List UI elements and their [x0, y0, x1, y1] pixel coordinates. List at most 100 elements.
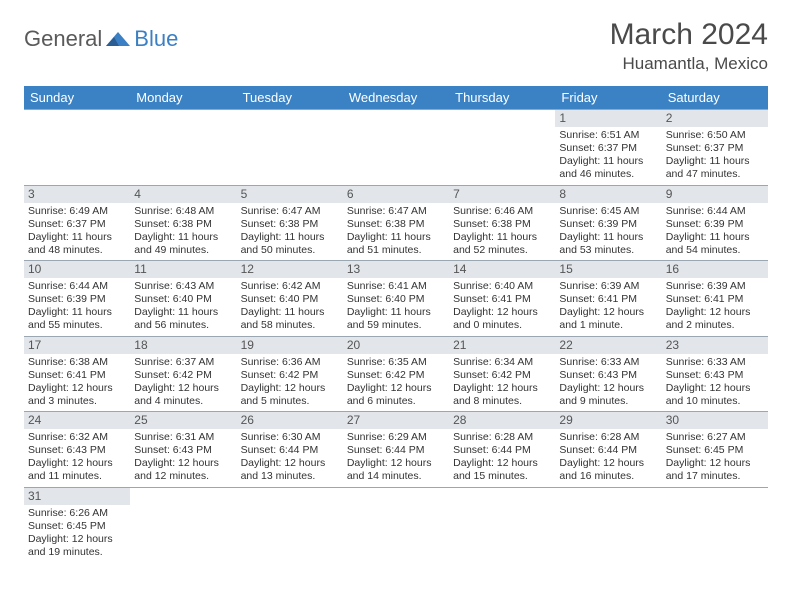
calendar-cell: 5Sunrise: 6:47 AMSunset: 6:38 PMDaylight…	[237, 185, 343, 261]
daylight-text-2: and 14 minutes.	[347, 470, 445, 483]
calendar-row: 24Sunrise: 6:32 AMSunset: 6:43 PMDayligh…	[24, 412, 768, 488]
day-number: 24	[24, 412, 130, 429]
day-number: 25	[130, 412, 236, 429]
daylight-text: Daylight: 11 hours	[347, 231, 445, 244]
daylight-text-2: and 55 minutes.	[28, 319, 126, 332]
sunset-text: Sunset: 6:45 PM	[28, 520, 126, 533]
sunrise-text: Sunrise: 6:38 AM	[28, 356, 126, 369]
daylight-text-2: and 10 minutes.	[666, 395, 764, 408]
daylight-text-2: and 54 minutes.	[666, 244, 764, 257]
daylight-text: Daylight: 12 hours	[347, 457, 445, 470]
calendar-cell: 17Sunrise: 6:38 AMSunset: 6:41 PMDayligh…	[24, 336, 130, 412]
calendar-cell: 11Sunrise: 6:43 AMSunset: 6:40 PMDayligh…	[130, 261, 236, 337]
daylight-text: Daylight: 12 hours	[666, 457, 764, 470]
calendar-cell: 21Sunrise: 6:34 AMSunset: 6:42 PMDayligh…	[449, 336, 555, 412]
calendar-cell: 28Sunrise: 6:28 AMSunset: 6:44 PMDayligh…	[449, 412, 555, 488]
day-number: 10	[24, 261, 130, 278]
calendar-cell	[343, 110, 449, 186]
sunset-text: Sunset: 6:43 PM	[666, 369, 764, 382]
daylight-text-2: and 4 minutes.	[134, 395, 232, 408]
calendar-cell: 2Sunrise: 6:50 AMSunset: 6:37 PMDaylight…	[662, 110, 768, 186]
calendar-row: 3Sunrise: 6:49 AMSunset: 6:37 PMDaylight…	[24, 185, 768, 261]
daylight-text: Daylight: 11 hours	[347, 306, 445, 319]
sunset-text: Sunset: 6:37 PM	[559, 142, 657, 155]
day-number: 26	[237, 412, 343, 429]
daylight-text: Daylight: 11 hours	[453, 231, 551, 244]
sunset-text: Sunset: 6:41 PM	[28, 369, 126, 382]
daylight-text: Daylight: 12 hours	[559, 457, 657, 470]
daylight-text: Daylight: 11 hours	[559, 155, 657, 168]
daylight-text: Daylight: 11 hours	[28, 231, 126, 244]
daylight-text-2: and 0 minutes.	[453, 319, 551, 332]
sunrise-text: Sunrise: 6:42 AM	[241, 280, 339, 293]
logo-text-general: General	[24, 26, 102, 52]
sunrise-text: Sunrise: 6:45 AM	[559, 205, 657, 218]
weekday-header: Friday	[555, 86, 661, 110]
calendar-cell: 13Sunrise: 6:41 AMSunset: 6:40 PMDayligh…	[343, 261, 449, 337]
day-number: 27	[343, 412, 449, 429]
title-location: Huamantla, Mexico	[610, 54, 768, 74]
calendar-row: 1Sunrise: 6:51 AMSunset: 6:37 PMDaylight…	[24, 110, 768, 186]
sunrise-text: Sunrise: 6:31 AM	[134, 431, 232, 444]
sunset-text: Sunset: 6:45 PM	[666, 444, 764, 457]
calendar-cell: 14Sunrise: 6:40 AMSunset: 6:41 PMDayligh…	[449, 261, 555, 337]
calendar-cell	[449, 110, 555, 186]
sunrise-text: Sunrise: 6:41 AM	[347, 280, 445, 293]
calendar-cell	[662, 487, 768, 562]
day-number: 28	[449, 412, 555, 429]
daylight-text: Daylight: 12 hours	[666, 382, 764, 395]
daylight-text: Daylight: 12 hours	[28, 533, 126, 546]
weekday-header: Saturday	[662, 86, 768, 110]
sunrise-text: Sunrise: 6:44 AM	[666, 205, 764, 218]
day-number: 4	[130, 186, 236, 203]
day-number: 7	[449, 186, 555, 203]
day-number: 23	[662, 337, 768, 354]
sunset-text: Sunset: 6:41 PM	[559, 293, 657, 306]
logo-flag-icon	[104, 30, 132, 48]
logo: General Blue	[24, 18, 178, 52]
sunrise-text: Sunrise: 6:50 AM	[666, 129, 764, 142]
day-number: 5	[237, 186, 343, 203]
sunrise-text: Sunrise: 6:46 AM	[453, 205, 551, 218]
daylight-text-2: and 9 minutes.	[559, 395, 657, 408]
daylight-text-2: and 19 minutes.	[28, 546, 126, 559]
daylight-text-2: and 53 minutes.	[559, 244, 657, 257]
calendar-cell: 8Sunrise: 6:45 AMSunset: 6:39 PMDaylight…	[555, 185, 661, 261]
day-number: 16	[662, 261, 768, 278]
calendar-cell: 7 Sunrise: 6:46 AMSunset: 6:38 PMDaylight…	[449, 185, 555, 261]
daylight-text: Daylight: 11 hours	[134, 306, 232, 319]
weekday-header: Tuesday	[237, 86, 343, 110]
daylight-text-2: and 51 minutes.	[347, 244, 445, 257]
sunrise-text: Sunrise: 6:32 AM	[28, 431, 126, 444]
daylight-text: Daylight: 12 hours	[134, 382, 232, 395]
daylight-text-2: and 2 minutes.	[666, 319, 764, 332]
sunrise-text: Sunrise: 6:33 AM	[559, 356, 657, 369]
daylight-text: Daylight: 12 hours	[347, 382, 445, 395]
calendar-cell: 20Sunrise: 6:35 AMSunset: 6:42 PMDayligh…	[343, 336, 449, 412]
daylight-text-2: and 15 minutes.	[453, 470, 551, 483]
day-number: 29	[555, 412, 661, 429]
sunset-text: Sunset: 6:44 PM	[241, 444, 339, 457]
sunrise-text: Sunrise: 6:28 AM	[559, 431, 657, 444]
calendar-row: 31Sunrise: 6:26 AMSunset: 6:45 PMDayligh…	[24, 487, 768, 562]
sunset-text: Sunset: 6:38 PM	[453, 218, 551, 231]
calendar-cell: 3Sunrise: 6:49 AMSunset: 6:37 PMDaylight…	[24, 185, 130, 261]
sunset-text: Sunset: 6:42 PM	[347, 369, 445, 382]
daylight-text: Daylight: 11 hours	[28, 306, 126, 319]
calendar-cell: 16Sunrise: 6:39 AMSunset: 6:41 PMDayligh…	[662, 261, 768, 337]
sunset-text: Sunset: 6:38 PM	[347, 218, 445, 231]
weekday-header: Monday	[130, 86, 236, 110]
calendar-cell: 4Sunrise: 6:48 AMSunset: 6:38 PMDaylight…	[130, 185, 236, 261]
daylight-text: Daylight: 11 hours	[666, 155, 764, 168]
daylight-text: Daylight: 12 hours	[666, 306, 764, 319]
daylight-text-2: and 5 minutes.	[241, 395, 339, 408]
day-number: 18	[130, 337, 236, 354]
daylight-text: Daylight: 11 hours	[666, 231, 764, 244]
calendar-cell: 1Sunrise: 6:51 AMSunset: 6:37 PMDaylight…	[555, 110, 661, 186]
sunset-text: Sunset: 6:37 PM	[666, 142, 764, 155]
daylight-text: Daylight: 12 hours	[453, 306, 551, 319]
calendar-cell: 31Sunrise: 6:26 AMSunset: 6:45 PMDayligh…	[24, 487, 130, 562]
calendar-cell: 18Sunrise: 6:37 AMSunset: 6:42 PMDayligh…	[130, 336, 236, 412]
calendar-cell: 27Sunrise: 6:29 AMSunset: 6:44 PMDayligh…	[343, 412, 449, 488]
daylight-text: Daylight: 11 hours	[241, 306, 339, 319]
